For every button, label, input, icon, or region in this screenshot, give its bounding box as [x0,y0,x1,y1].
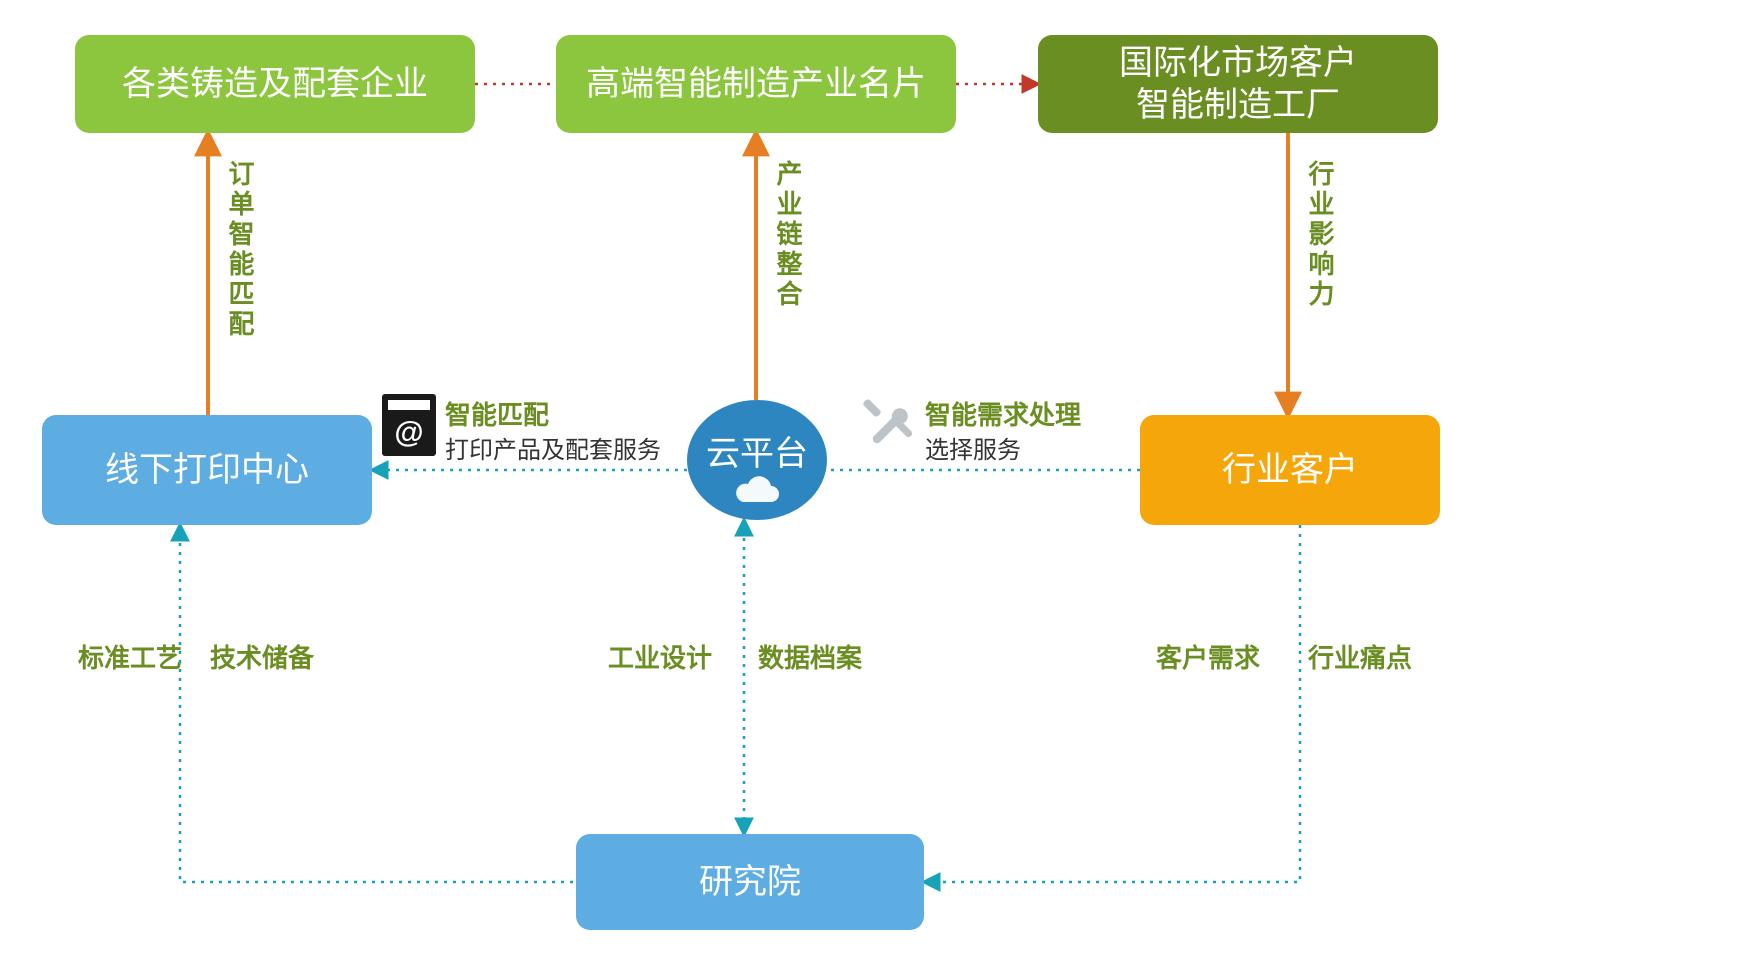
annot-smart-demand-title: 智能需求处理 [925,395,1081,432]
node-label: 国际化市场客户 智能制造工厂 [1119,42,1357,127]
tools-icon [862,392,918,453]
node-top-mid: 高端智能制造产业名片 [556,35,956,133]
annot-smart-match-sub: 打印产品及配套服务 [445,430,661,465]
label-std-process: 标准工艺 [78,638,182,675]
vlabel-order-match: 订单智能匹配 [222,160,259,340]
vlabel-chain-integrate: 产业链整合 [770,160,807,310]
label-data-archive: 数据档案 [758,638,862,675]
annot-smart-demand-sub: 选择服务 [925,430,1021,465]
label-cust-demand: 客户需求 [1156,638,1260,675]
at-book-icon: @ [380,392,438,463]
node-label: 高端智能制造产业名片 [586,63,926,106]
vlabel-influence: 行业影响力 [1302,160,1339,310]
svg-text:@: @ [394,416,423,449]
node-mid-left: 线下打印中心 [42,415,372,525]
node-label: 线下打印中心 [105,449,309,492]
annot-smart-match-title: 智能匹配 [445,395,549,432]
node-center: 云平台 [687,400,827,520]
label-ind-pain: 行业痛点 [1308,638,1412,675]
node-label: 研究院 [699,861,801,904]
node-bottom: 研究院 [576,834,924,930]
node-top-left: 各类铸造及配套企业 [75,35,475,133]
node-top-right: 国际化市场客户 智能制造工厂 [1038,35,1438,133]
node-label: 云平台 [706,433,808,476]
node-mid-right: 行业客户 [1140,415,1440,525]
label-tech-reserve: 技术储备 [210,638,314,675]
node-label: 行业客户 [1222,449,1358,492]
node-label: 各类铸造及配套企业 [122,63,428,106]
label-ind-design: 工业设计 [608,638,712,675]
cloud-icon [731,474,783,508]
